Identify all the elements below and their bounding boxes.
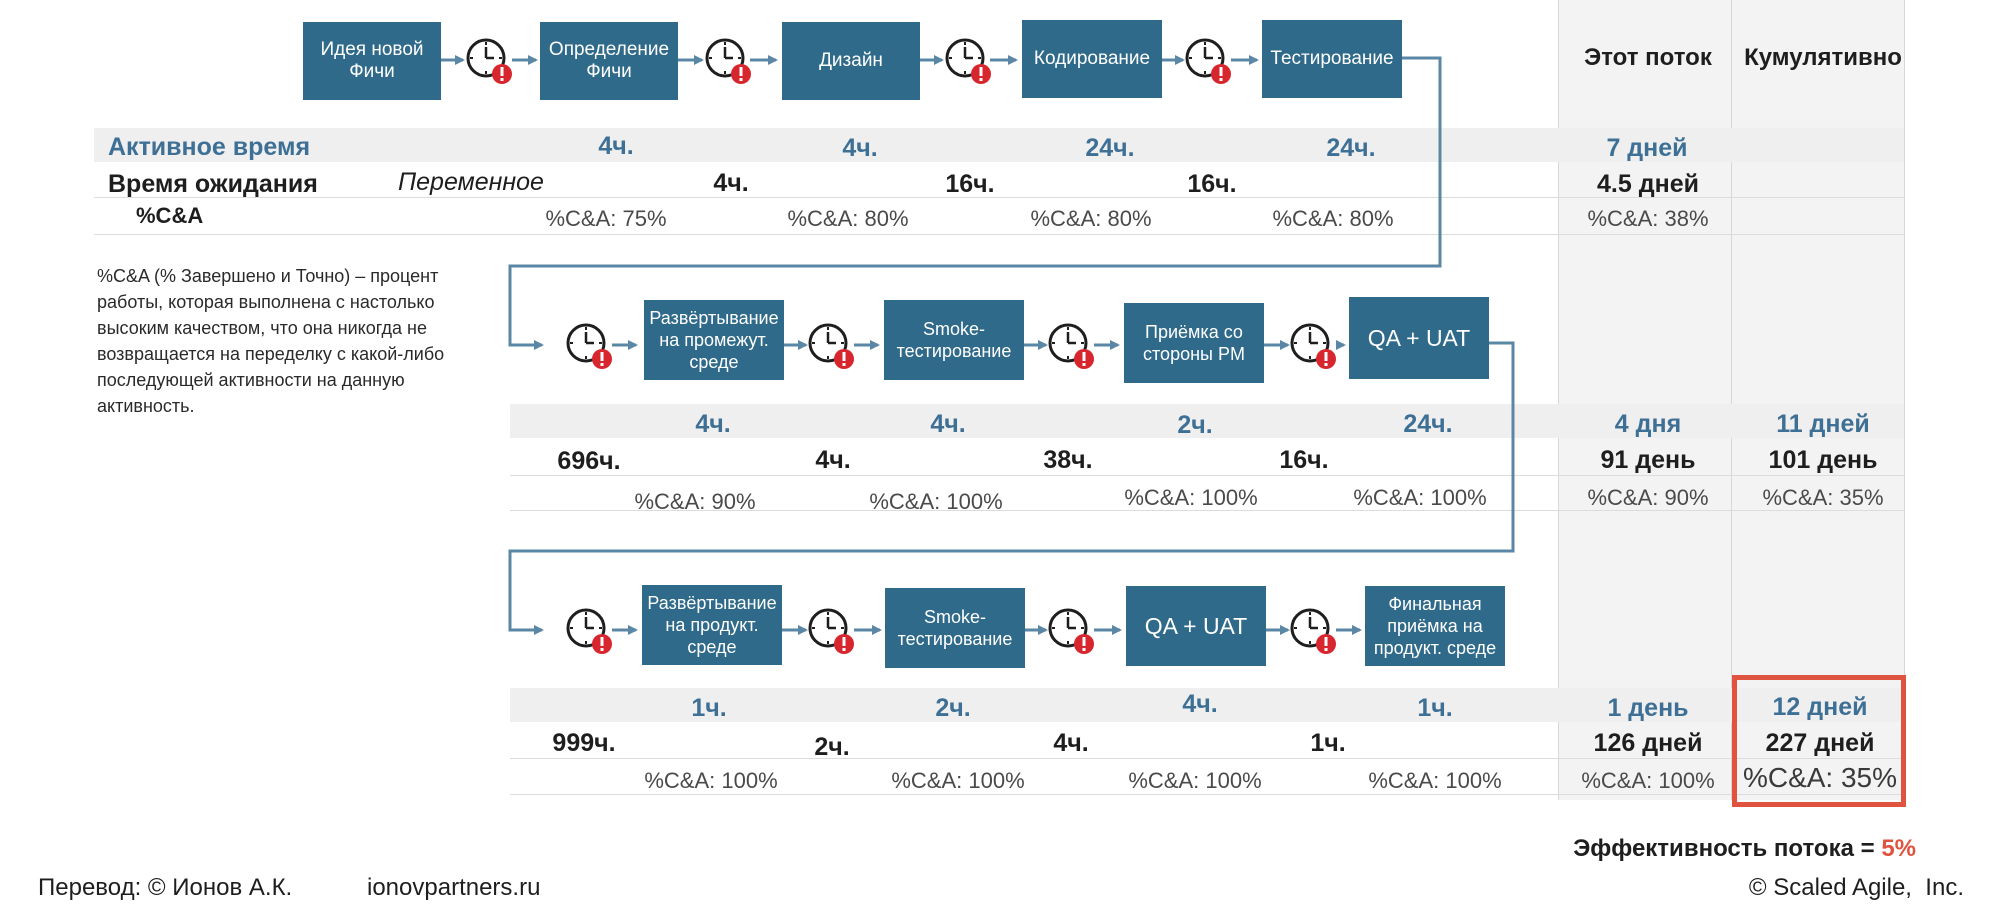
step-feature-idea: Идея новой Фичи: [303, 22, 441, 100]
r3-cumulative-wait: 227 дней: [1765, 729, 1875, 757]
r2-active-3: 2ч.: [1177, 411, 1213, 439]
r3-cumulative-ca: %C&A: 35%: [1742, 762, 1898, 793]
r1-stream-wait: 4.5 дней: [1597, 170, 1699, 198]
r3-stream-ca: %C&A: 100%: [1581, 768, 1715, 793]
wait-clock-icon: [703, 36, 757, 90]
step-prod-deploy: Развёртывание на продукт. среде: [642, 585, 782, 665]
r1-ca-4: %C&A: 80%: [1272, 206, 1394, 231]
r1-ca-1: %C&A: 75%: [545, 206, 667, 231]
r2-stream-ca: %C&A: 90%: [1587, 485, 1709, 510]
r2-active-1: 4ч.: [695, 410, 731, 438]
step-coding: Кодирование: [1022, 20, 1162, 98]
r3-stream-active: 1 день: [1607, 694, 1689, 722]
r1-ca-2: %C&A: 80%: [787, 206, 909, 231]
r3-wait-2: 2ч.: [814, 733, 850, 761]
wait-clock-icon: [1046, 321, 1100, 375]
ca-definition-note: %C&A (% Завершено и Точно) – процент раб…: [97, 266, 445, 416]
r3-ca-4: %C&A: 100%: [1368, 768, 1502, 793]
r2-cumulative-wait: 101 день: [1768, 446, 1878, 474]
r2-ca-1: %C&A: 90%: [634, 489, 756, 514]
r3-active-2: 2ч.: [935, 694, 971, 722]
r3-stream-wait: 126 дней: [1593, 729, 1703, 757]
step-design: Дизайн: [782, 22, 920, 100]
step-staging-deploy: Развёртывание на промежут. среде: [644, 300, 784, 380]
flow-efficiency-value: 5%: [1881, 835, 1916, 862]
r2-ca-3: %C&A: 100%: [1124, 485, 1258, 510]
r3-cumulative-active: 12 дней: [1772, 693, 1868, 721]
r1-ca-3: %C&A: 80%: [1030, 206, 1152, 231]
label-active-time: Активное время: [108, 133, 311, 161]
r2-cumulative-active: 11 дней: [1776, 410, 1870, 438]
wait-clock-icon: [564, 606, 618, 660]
wait-clock-icon: [564, 321, 618, 375]
footer-site: ionovpartners.ru: [367, 874, 541, 901]
r2-stream-active: 4 дня: [1614, 410, 1682, 438]
r1-wait-1: Переменное: [398, 168, 544, 196]
r2-wait-1: 696ч.: [557, 447, 621, 475]
r3-wait-4: 1ч.: [1310, 729, 1346, 757]
r2-ca-4: %C&A: 100%: [1353, 485, 1487, 510]
r3-ca-2: %C&A: 100%: [891, 768, 1025, 793]
r3-wait-3: 4ч.: [1053, 729, 1089, 757]
active-stripe-2: [510, 404, 1904, 438]
r3-ca-1: %C&A: 100%: [644, 768, 778, 793]
footer-copyright: © Scaled Agile, Inc.: [1748, 874, 1964, 901]
r1-active-3: 24ч.: [1085, 134, 1135, 162]
wait-clock-icon: [1183, 36, 1237, 90]
step-final-prod-acceptance: Финальная приёмка на продукт. среде: [1365, 586, 1505, 666]
wait-clock-icon: [1288, 321, 1342, 375]
r2-active-4: 24ч.: [1403, 410, 1453, 438]
r1-stream-ca: %C&A: 38%: [1587, 206, 1709, 231]
r1-stream-active: 7 дней: [1606, 134, 1688, 162]
step-testing: Тестирование: [1262, 20, 1402, 98]
step-pm-acceptance: Приёмка со стороны PM: [1124, 303, 1264, 383]
r2-wait-4: 16ч.: [1279, 446, 1329, 474]
r3-active-1: 1ч.: [691, 694, 727, 722]
r3-active-4: 1ч.: [1417, 694, 1453, 722]
footer-translation: Перевод: © Ионов А.К.: [38, 874, 293, 901]
active-stripe-1: [94, 128, 1904, 162]
r1-active-2: 4ч.: [842, 134, 878, 162]
r2-active-2: 4ч.: [930, 410, 966, 438]
wait-clock-icon: [943, 36, 997, 90]
r2-wait-2: 4ч.: [815, 446, 851, 474]
r1-wait-4: 16ч.: [1187, 170, 1237, 198]
wait-clock-icon: [464, 36, 518, 90]
r3-active-3: 4ч.: [1182, 690, 1218, 718]
step-qa-uat-1: QA + UAT: [1349, 297, 1489, 379]
flow-efficiency: Эффективность потока = 5%: [1573, 835, 1916, 863]
r3-wait-1: 999ч.: [552, 729, 616, 757]
header-cumulative: Кумулятивно: [1744, 44, 1902, 71]
r2-ca-2: %C&A: 100%: [869, 489, 1003, 514]
r2-stream-wait: 91 день: [1600, 446, 1696, 474]
step-feature-definition: Определение Фичи: [540, 22, 678, 100]
label-wait-time: Время ожидания: [108, 170, 318, 198]
wait-clock-icon: [806, 606, 860, 660]
label-ca: %C&A: [136, 203, 204, 228]
r1-wait-3: 16ч.: [945, 170, 995, 198]
active-stripe-3: [510, 688, 1904, 722]
step-smoke-test-2: Smoke- тестирование: [885, 588, 1025, 668]
flow-efficiency-label: Эффективность потока =: [1573, 835, 1875, 862]
header-this-stream: Этот поток: [1584, 44, 1712, 71]
r1-wait-2: 4ч.: [713, 169, 749, 197]
wait-clock-icon: [806, 321, 860, 375]
step-qa-uat-2: QA + UAT: [1126, 586, 1266, 666]
r2-cumulative-ca: %C&A: 35%: [1762, 485, 1884, 510]
cumulative-total-highlight: [1732, 675, 1906, 807]
wait-clock-icon: [1046, 606, 1100, 660]
step-smoke-test-1: Smoke- тестирование: [884, 300, 1024, 380]
r3-ca-3: %C&A: 100%: [1128, 768, 1262, 793]
r1-active-4: 24ч.: [1326, 134, 1376, 162]
wait-clock-icon: [1288, 606, 1342, 660]
r2-wait-3: 38ч.: [1043, 446, 1093, 474]
r1-active-1: 4ч.: [598, 132, 634, 160]
